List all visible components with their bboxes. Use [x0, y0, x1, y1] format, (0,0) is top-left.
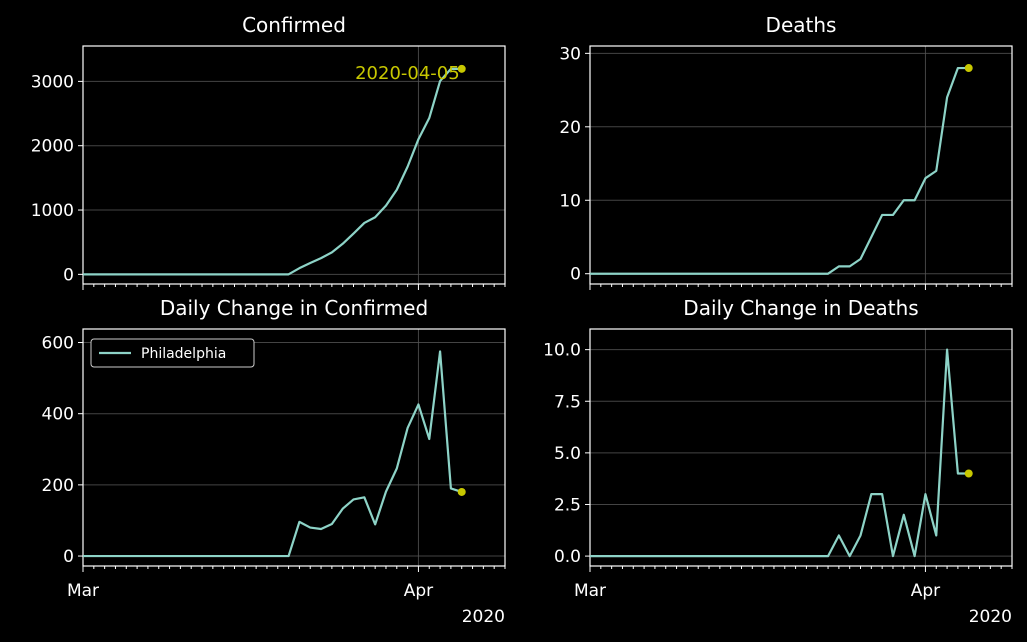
- panel-4-frame: [589, 328, 1013, 567]
- panel-3-legend-box: [90, 338, 255, 368]
- panel-4-ytick-label: 0.0: [554, 547, 581, 567]
- panel-2-ytick-label: 0: [570, 265, 581, 285]
- panel-2-highlight-point: [964, 64, 973, 73]
- panel-2-title: Deaths: [766, 13, 837, 37]
- panel-1-ytick-label: 0: [63, 265, 74, 285]
- panel-4-xtick-label-apr: Apr: [911, 581, 940, 601]
- panel-1-annotation: 2020-04-05: [355, 63, 460, 84]
- panel-3-title: Daily Change in Confirmed: [160, 296, 428, 320]
- panel-4-year-label: 2020: [969, 607, 1012, 627]
- panel-2-series-line: [590, 66, 969, 275]
- panel-1-title: Confirmed: [242, 13, 346, 37]
- panel-2-ytick-label: 10: [559, 191, 581, 211]
- panel-1-frame: [82, 45, 506, 285]
- panel-3-frame: [82, 328, 506, 567]
- panel-3-ytick-label: 0: [63, 547, 74, 567]
- panel-4-ytick-label: 2.5: [554, 495, 581, 515]
- panel-1-highlight-point: [457, 64, 466, 73]
- panel-3-highlight-point: [457, 487, 466, 496]
- panel-3-xtick-label-mar: Mar: [67, 581, 99, 601]
- panel-4-ytick-label: 10.0: [543, 341, 581, 361]
- panel-3-ytick-label: 400: [42, 405, 74, 425]
- panel-4-highlight-point: [964, 469, 973, 478]
- panel-3-ytick-label: 200: [42, 476, 74, 496]
- panel-4-xtick-label-mar: Mar: [574, 581, 606, 601]
- panel-1-ytick-label: 2000: [31, 137, 74, 157]
- panel-2-frame: [589, 45, 1013, 285]
- panel-4-ytick-label: 7.5: [554, 392, 581, 412]
- panel-2-ytick-label: 30: [559, 44, 581, 64]
- panel-1-ytick-label: 1000: [31, 201, 74, 221]
- panel-3-xtick-label-apr: Apr: [404, 581, 433, 601]
- panel-3-series-line: [83, 350, 463, 558]
- panel-1-series-line: [83, 67, 462, 276]
- panel-4-ytick-label: 5.0: [554, 444, 581, 464]
- panel-1-ytick-label: 3000: [31, 72, 74, 92]
- panel-3-legend-label: Philadelphia: [141, 346, 226, 362]
- panel-2-ytick-label: 20: [559, 118, 581, 138]
- panel-3-year-label: 2020: [462, 607, 505, 627]
- panel-4-series-line: [590, 348, 969, 558]
- panel-3-ytick-label: 600: [42, 334, 74, 354]
- panel-4-title: Daily Change in Deaths: [683, 296, 918, 320]
